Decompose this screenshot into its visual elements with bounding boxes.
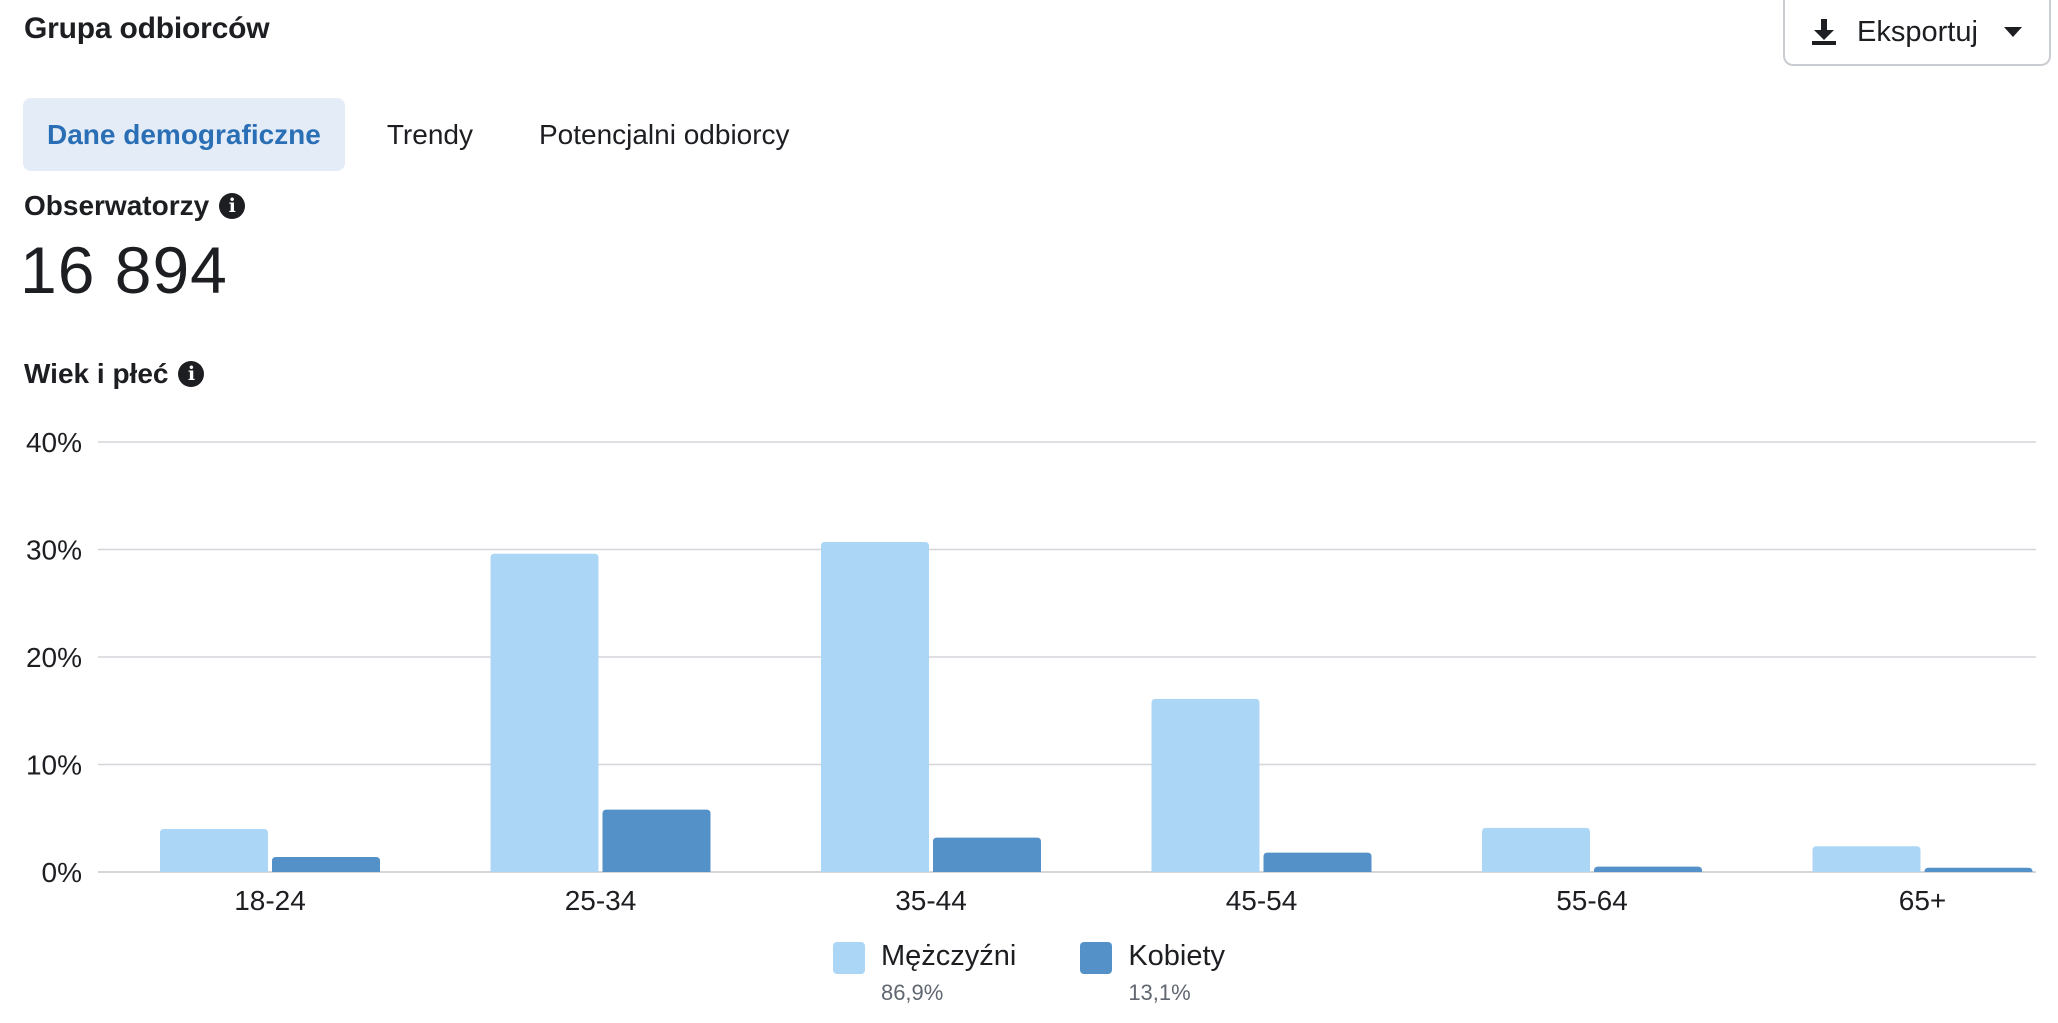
bar-men[interactable]: [1482, 827, 1590, 872]
info-icon[interactable]: i: [219, 193, 246, 219]
export-label: Eksportuj: [1857, 15, 1978, 48]
age-gender-title-row: Wiek i płeć i: [24, 358, 205, 390]
chart-legend: Mężczyźni 86,9% Kobiety 13,1%: [0, 938, 2058, 1008]
tab-trends[interactable]: Trendy: [386, 118, 473, 150]
bar-men[interactable]: [490, 553, 599, 872]
export-button[interactable]: Eksportuj: [1783, 0, 2051, 66]
followers-count: 16 894: [20, 233, 228, 307]
tab-demographics[interactable]: Dane demograficzne: [23, 98, 345, 171]
bar-women[interactable]: [602, 809, 711, 872]
bar-men[interactable]: [821, 541, 929, 872]
legend-label-women: Kobiety: [1128, 940, 1226, 972]
chart-title: Wiek i płeć: [24, 358, 169, 389]
y-tick-label: 10%: [26, 750, 82, 781]
x-tick-label: 35-44: [895, 885, 967, 916]
legend-share-women: 13,1%: [1128, 980, 1191, 1005]
info-icon[interactable]: i: [178, 361, 205, 387]
bar-women[interactable]: [933, 837, 1041, 872]
followers-label-row: Obserwatorzy i: [24, 190, 246, 222]
legend-label-men: Mężczyźni: [880, 940, 1017, 972]
legend-item-women[interactable]: Kobiety 13,1%: [1080, 938, 1225, 1008]
y-tick-label: 30%: [26, 535, 82, 566]
tab-bar: Dane demograficzne Trendy Potencjalni od…: [23, 98, 832, 171]
bar-men[interactable]: [1151, 698, 1260, 872]
x-tick-label: 18-24: [234, 885, 306, 916]
bar-women[interactable]: [1594, 866, 1702, 872]
x-tick-label: 65+: [1899, 885, 1947, 916]
caret-down-icon: [2001, 24, 2025, 40]
bar-men[interactable]: [1812, 846, 1921, 872]
page-title: Grupa odbiorców: [24, 12, 270, 45]
bar-women[interactable]: [1263, 852, 1372, 872]
y-tick-label: 40%: [26, 427, 82, 458]
y-tick-label: 0%: [42, 857, 82, 888]
legend-swatch-men: [832, 942, 865, 974]
x-tick-label: 55-64: [1556, 885, 1628, 916]
followers-label: Obserwatorzy: [24, 190, 210, 221]
legend-share-men: 86,9%: [880, 980, 944, 1005]
legend-swatch-women: [1080, 942, 1113, 974]
bar-women[interactable]: [1924, 867, 2033, 872]
x-tick-label: 25-34: [565, 885, 637, 916]
download-icon: [1809, 17, 1839, 47]
bar-men[interactable]: [160, 829, 268, 872]
legend-item-men[interactable]: Mężczyźni 86,9%: [832, 938, 1017, 1008]
tab-potential-audience[interactable]: Potencjalni odbiorcy: [538, 118, 790, 150]
y-tick-label: 20%: [26, 642, 82, 673]
bar-women[interactable]: [272, 856, 380, 872]
x-tick-label: 45-54: [1226, 885, 1298, 916]
